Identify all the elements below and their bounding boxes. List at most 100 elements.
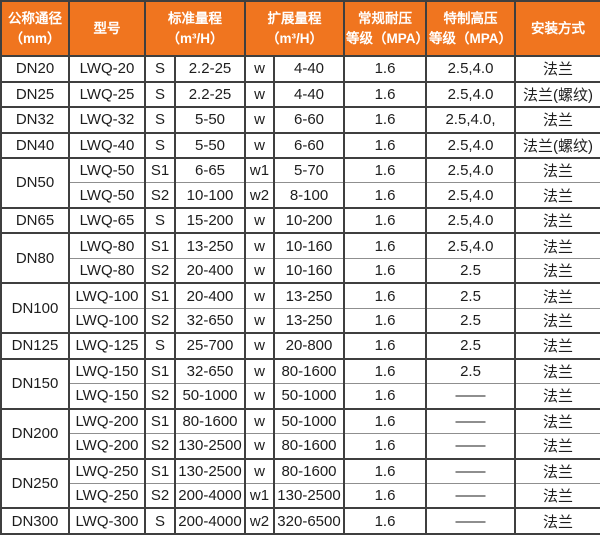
diameter-cell: DN25 [0, 80, 70, 108]
std-range-cell: 13-250 [174, 232, 246, 259]
normal-pressure-cell: 1.6 [343, 433, 427, 460]
table-row: DN50 LWQ-50 S1 6-65 w1 5-70 1.6 2.5,4.0 法兰 [0, 157, 600, 209]
std-range-cell: 5-50 [174, 106, 246, 133]
std-code-cell: S2 [144, 182, 176, 209]
diameter-cell: DN125 [0, 332, 70, 360]
model-cell: LWQ-100 [68, 307, 146, 334]
std-code-cell: S2 [144, 307, 176, 334]
special-pressure-cell: —— [425, 383, 516, 410]
install-cell: 法兰 [514, 507, 600, 535]
ext-code-cell: w [244, 232, 275, 259]
ext-code-cell: w [244, 131, 275, 159]
special-pressure-cell: —— [425, 482, 516, 509]
std-range-cell: 130-2500 [174, 457, 246, 484]
model-cell: LWQ-250 [68, 457, 146, 484]
ext-range-cell: 4-40 [273, 55, 345, 82]
install-cell: 法兰 [514, 357, 600, 385]
special-pressure-cell: 2.5 [425, 282, 516, 309]
install-cell: 法兰 [514, 282, 600, 309]
diameter-cell: DN80 [0, 232, 70, 284]
ext-range-cell: 20-800 [273, 332, 345, 360]
model-cell: LWQ-65 [68, 206, 146, 234]
model-cell: LWQ-200 [68, 407, 146, 435]
special-pressure-cell: 2.5 [425, 357, 516, 385]
model-cell: LWQ-50 [68, 157, 146, 184]
install-cell: 法兰(螺纹) [514, 80, 600, 108]
ext-code-cell: w1 [244, 482, 275, 509]
std-range-cell: 25-700 [174, 332, 246, 360]
std-code-cell: S [144, 55, 176, 82]
normal-pressure-cell: 1.6 [343, 282, 427, 309]
special-pressure-cell: 2.5,4.0 [425, 131, 516, 159]
diameter-cell: DN100 [0, 282, 70, 334]
special-pressure-cell: 2.5,4.0, [425, 106, 516, 133]
std-code-cell: S [144, 507, 176, 535]
ext-code-cell: w [244, 357, 275, 385]
std-range-cell: 20-400 [174, 257, 246, 284]
ext-code-cell: w2 [244, 182, 275, 209]
diameter-cell: DN50 [0, 157, 70, 209]
spec-table-header: 公称通径 （mm） 型号 标准量程 （m³/H） 扩展量程 （m³/H） 常规耐压 等级… [0, 0, 600, 57]
ext-code-cell: w [244, 206, 275, 234]
model-cell: LWQ-250 [68, 482, 146, 509]
special-pressure-cell: 2.5,4.0 [425, 182, 516, 209]
ext-range-cell: 80-1600 [273, 433, 345, 460]
table-row: DN40 LWQ-40 S 5-50 w 6-60 1.6 2.5,4.0 法兰(螺纹) [0, 131, 600, 159]
special-pressure-cell: 2.5,4.0 [425, 232, 516, 259]
std-range-cell: 130-2500 [174, 433, 246, 460]
ext-range-cell: 50-1000 [273, 407, 345, 435]
col-extended-range: 扩展量程 （m³/H） [244, 0, 345, 57]
diameter-cell: DN150 [0, 357, 70, 410]
diameter-cell: DN32 [0, 106, 70, 133]
std-range-cell: 5-50 [174, 131, 246, 159]
table-row: DN100 LWQ-100 S1 20-400 w 13-250 1.6 2.5 法兰 [0, 282, 600, 334]
ext-range-cell: 320-6500 [273, 507, 345, 535]
model-cell: LWQ-80 [68, 257, 146, 284]
normal-pressure-cell: 1.6 [343, 55, 427, 82]
std-code-cell: S [144, 206, 176, 234]
normal-pressure-cell: 1.6 [343, 157, 427, 184]
std-code-cell: S [144, 80, 176, 108]
normal-pressure-cell: 1.6 [343, 507, 427, 535]
normal-pressure-cell: 1.6 [343, 457, 427, 484]
normal-pressure-cell: 1.6 [343, 182, 427, 209]
model-cell: LWQ-300 [68, 507, 146, 535]
std-code-cell: S2 [144, 383, 176, 410]
normal-pressure-cell: 1.6 [343, 106, 427, 133]
std-range-cell: 2.2-25 [174, 80, 246, 108]
std-code-cell: S1 [144, 357, 176, 385]
ext-code-cell: w [244, 282, 275, 309]
table-row: DN300 LWQ-300 S 200-4000 w2 320-6500 1.6 —— 法兰 [0, 507, 600, 535]
col-model: 型号 [68, 0, 146, 57]
install-cell: 法兰 [514, 307, 600, 334]
special-pressure-cell: —— [425, 407, 516, 435]
normal-pressure-cell: 1.6 [343, 332, 427, 360]
std-range-cell: 50-1000 [174, 383, 246, 410]
special-pressure-cell: 2.5 [425, 307, 516, 334]
install-cell: 法兰 [514, 482, 600, 509]
std-range-cell: 6-65 [174, 157, 246, 184]
normal-pressure-cell: 1.6 [343, 206, 427, 234]
model-cell: LWQ-150 [68, 357, 146, 385]
model-cell: LWQ-20 [68, 55, 146, 82]
std-range-cell: 32-650 [174, 357, 246, 385]
std-range-cell: 32-650 [174, 307, 246, 334]
normal-pressure-cell: 1.6 [343, 357, 427, 385]
std-code-cell: S1 [144, 407, 176, 435]
ext-range-cell: 13-250 [273, 282, 345, 309]
install-cell: 法兰 [514, 106, 600, 133]
ext-range-cell: 13-250 [273, 307, 345, 334]
ext-code-cell: w [244, 383, 275, 410]
col-diameter: 公称通径 （mm） [0, 0, 70, 57]
table-row: DN150 LWQ-150 S1 32-650 w 80-1600 1.6 2.5 法兰 [0, 357, 600, 410]
col-normal-pressure: 常规耐压 等级（MPA） [343, 0, 429, 57]
std-range-cell: 10-100 [174, 182, 246, 209]
std-range-cell: 2.2-25 [174, 55, 246, 82]
col-special-pressure: 特制高压 等级（MPA） [425, 0, 516, 57]
ext-range-cell: 4-40 [273, 80, 345, 108]
diameter-cell: DN20 [0, 55, 70, 82]
std-range-cell: 200-4000 [174, 482, 246, 509]
ext-range-cell: 80-1600 [273, 357, 345, 385]
install-cell: 法兰 [514, 332, 600, 360]
